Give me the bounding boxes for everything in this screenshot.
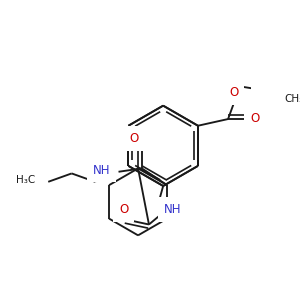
Text: O: O (250, 112, 260, 125)
Text: O: O (119, 203, 128, 216)
Text: NH: NH (93, 164, 110, 177)
Text: NH: NH (164, 203, 182, 216)
Text: H₃C: H₃C (16, 175, 35, 185)
Text: CH₃: CH₃ (284, 94, 300, 104)
Text: O: O (129, 132, 138, 145)
Text: O: O (229, 86, 239, 99)
